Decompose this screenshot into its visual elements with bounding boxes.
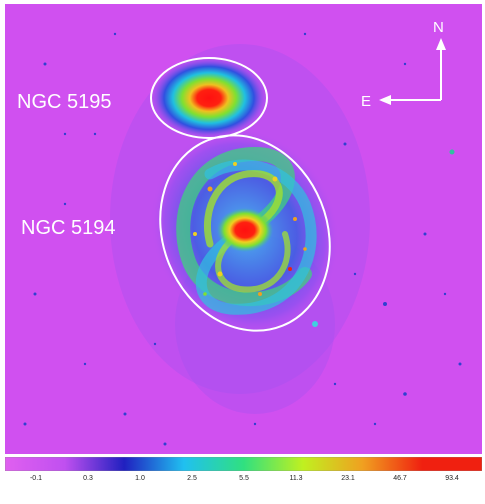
colorbar-tick-label: 46.7 [393,475,407,482]
hii-regions [193,162,318,327]
ngc5194-label: NGC 5194 [21,217,116,239]
colorbar-tick-label: 5.5 [239,475,249,482]
field-stars [23,32,462,446]
east-label: E [361,93,371,110]
ngc5195-halo [149,56,269,140]
ngc5195-aperture [150,57,268,139]
ngc5194-core [217,208,273,252]
ngc5194-aperture [159,134,331,332]
colorbar-tick-label: 23.1 [341,475,355,482]
north-label: N [433,19,444,36]
ngc5195-label: NGC 5195 [17,91,112,113]
colorbar-tick-label: 1.0 [135,475,145,482]
colorbar-tick-label: -0.1 [29,475,43,482]
colorbar [5,457,482,471]
galaxy-image: N E NGC 5195 NGC 5194 [5,4,482,454]
colorbar-tick-label: 93.4 [445,475,459,482]
colorbar-tick-label: 0.3 [83,475,93,482]
compass [379,38,446,105]
spiral-arms [176,146,317,315]
colorbar-gradient [5,457,482,471]
colorbar-tick-label: 2.5 [187,475,197,482]
colorbar-tick-label: 11.3 [289,475,303,482]
